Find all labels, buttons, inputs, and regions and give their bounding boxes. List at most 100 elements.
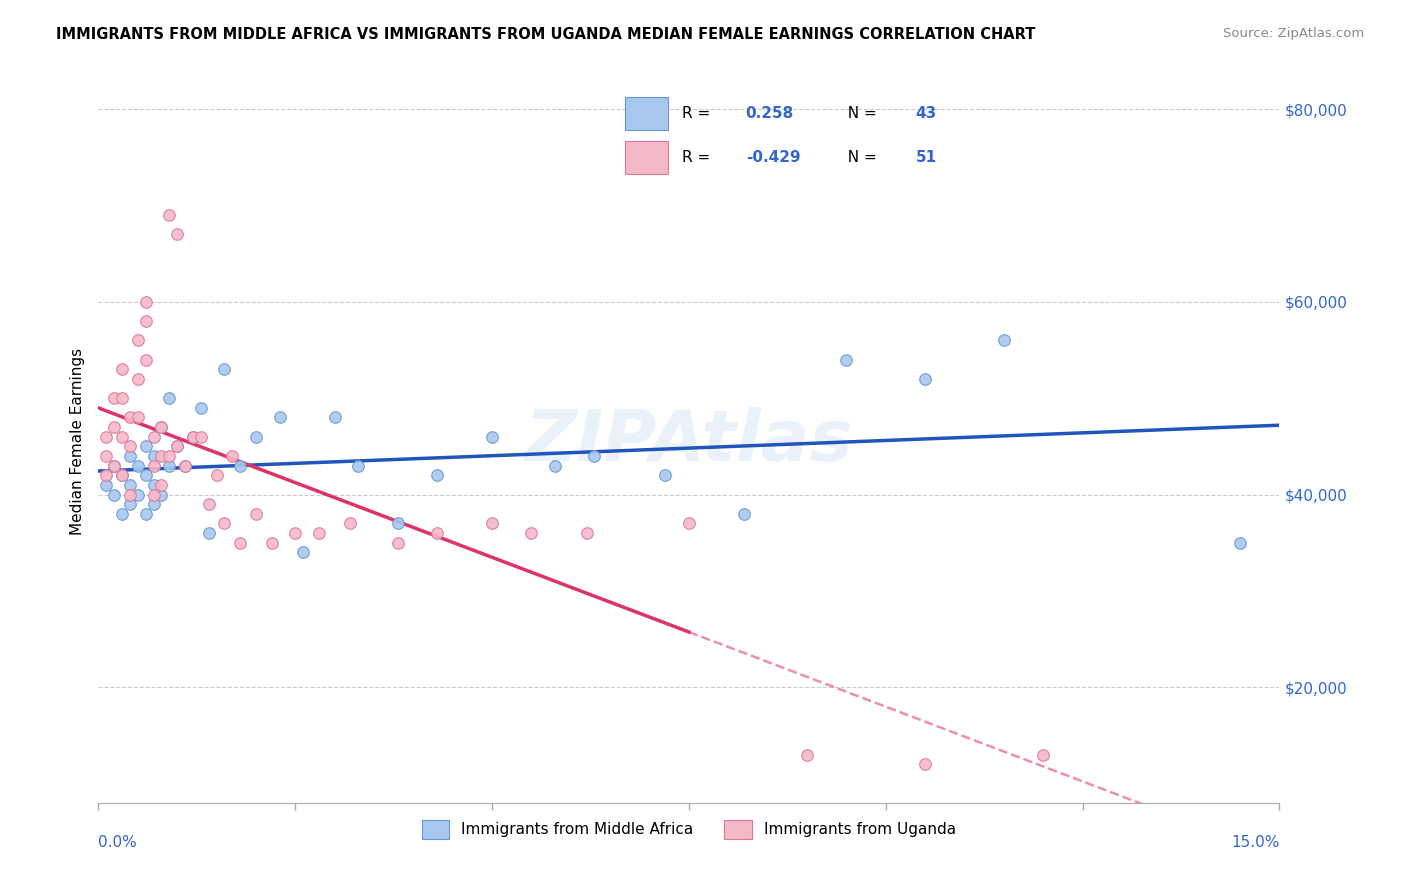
Point <box>323 410 346 425</box>
Point <box>347 458 370 473</box>
Point <box>96 478 118 492</box>
Point <box>387 516 409 531</box>
Text: 15.0%: 15.0% <box>1232 835 1279 850</box>
Point <box>150 478 173 492</box>
Point <box>157 449 180 463</box>
Point <box>181 430 204 444</box>
Point <box>426 526 449 541</box>
Point <box>150 449 173 463</box>
Point <box>520 526 543 541</box>
Point <box>127 487 149 501</box>
Point <box>118 410 141 425</box>
Point <box>157 208 180 222</box>
Point <box>229 535 252 549</box>
Point <box>103 391 125 405</box>
Point <box>205 468 228 483</box>
Point <box>150 487 173 501</box>
Point <box>214 516 236 531</box>
Point <box>111 507 134 521</box>
Point <box>284 526 307 541</box>
Point <box>103 458 125 473</box>
Point <box>118 439 141 453</box>
Point <box>118 497 141 511</box>
Point <box>96 449 118 463</box>
Point <box>118 487 141 501</box>
Point <box>190 430 212 444</box>
Point <box>166 439 188 453</box>
Point <box>135 507 157 521</box>
Point <box>135 352 157 367</box>
Point <box>127 410 149 425</box>
Point <box>111 391 134 405</box>
Point <box>118 478 141 492</box>
Point <box>135 468 157 483</box>
Point <box>96 468 118 483</box>
Point <box>103 487 125 501</box>
Point <box>103 420 125 434</box>
Point <box>339 516 361 531</box>
Text: Source: ZipAtlas.com: Source: ZipAtlas.com <box>1223 27 1364 40</box>
Point <box>835 352 858 367</box>
Point <box>111 430 134 444</box>
Point <box>111 468 134 483</box>
Point <box>142 449 165 463</box>
Point <box>914 757 936 772</box>
Point <box>135 314 157 328</box>
Point <box>914 372 936 386</box>
Point <box>583 449 606 463</box>
Point <box>190 401 212 415</box>
Point <box>103 458 125 473</box>
Point <box>142 458 165 473</box>
Point <box>214 362 236 376</box>
Point <box>118 449 141 463</box>
Point <box>245 507 267 521</box>
Point <box>260 535 283 549</box>
Legend: Immigrants from Middle Africa, Immigrants from Uganda: Immigrants from Middle Africa, Immigrant… <box>422 820 956 838</box>
Point <box>481 430 503 444</box>
Point <box>142 478 165 492</box>
Point <box>181 430 204 444</box>
Point <box>150 420 173 434</box>
Point <box>796 747 818 762</box>
Point <box>157 391 180 405</box>
Point <box>127 372 149 386</box>
Point <box>166 439 188 453</box>
Point <box>426 468 449 483</box>
Point <box>221 449 243 463</box>
Point <box>733 507 755 521</box>
Point <box>150 420 173 434</box>
Point <box>142 497 165 511</box>
Point <box>387 535 409 549</box>
Text: IMMIGRANTS FROM MIDDLE AFRICA VS IMMIGRANTS FROM UGANDA MEDIAN FEMALE EARNINGS C: IMMIGRANTS FROM MIDDLE AFRICA VS IMMIGRA… <box>56 27 1036 42</box>
Point <box>142 430 165 444</box>
Point <box>1229 535 1251 549</box>
Point <box>678 516 700 531</box>
Y-axis label: Median Female Earnings: Median Female Earnings <box>69 348 84 535</box>
Point <box>269 410 291 425</box>
Point <box>197 497 219 511</box>
Point <box>127 458 149 473</box>
Text: ZIPAtlas: ZIPAtlas <box>524 407 853 476</box>
Point <box>308 526 330 541</box>
Point <box>142 487 165 501</box>
Point <box>174 458 197 473</box>
Point <box>135 439 157 453</box>
Point <box>544 458 567 473</box>
Point <box>481 516 503 531</box>
Point <box>654 468 676 483</box>
Point <box>197 526 219 541</box>
Text: 0.0%: 0.0% <box>98 835 138 850</box>
Point <box>229 458 252 473</box>
Point <box>127 334 149 348</box>
Point <box>157 458 180 473</box>
Point <box>135 294 157 309</box>
Point <box>292 545 315 559</box>
Point <box>111 362 134 376</box>
Point <box>166 227 188 242</box>
Point <box>96 430 118 444</box>
Point <box>245 430 267 444</box>
Point <box>993 334 1015 348</box>
Point <box>174 458 197 473</box>
Point <box>111 468 134 483</box>
Point <box>1032 747 1054 762</box>
